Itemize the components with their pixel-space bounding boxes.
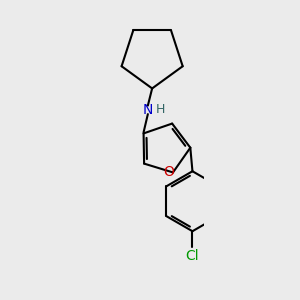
Text: Cl: Cl bbox=[186, 249, 199, 263]
Text: O: O bbox=[163, 165, 174, 179]
Text: H: H bbox=[156, 103, 165, 116]
Text: N: N bbox=[143, 103, 153, 117]
